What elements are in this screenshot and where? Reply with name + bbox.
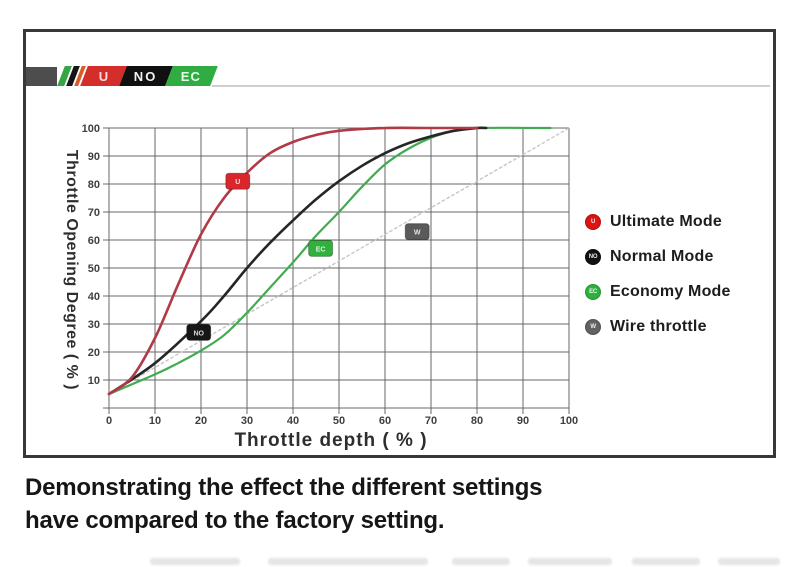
y-tick-label: 80: [88, 179, 100, 191]
x-axis-label: Throttle depth ( % ): [234, 430, 428, 451]
curve-wire-throttle: [108, 127, 570, 395]
y-tick-label: 100: [82, 123, 100, 135]
curve-badge-ec: EC: [308, 239, 334, 257]
y-tick-label: 50: [88, 263, 100, 275]
x-tick-label: 50: [333, 415, 345, 427]
caption-line-2: have compared to the factory setting.: [25, 507, 445, 534]
logo-rule-line: [212, 85, 770, 87]
x-tick-label: 20: [195, 415, 207, 427]
x-tick-label: 100: [560, 415, 578, 427]
y-tick-label: 90: [88, 151, 100, 163]
chart-legend: U Ultimate Mode NO Normal Mode EC Econom…: [585, 210, 731, 339]
curve-economy-mode: [107, 126, 552, 396]
x-tick-label: 30: [241, 415, 253, 427]
x-tick-label: 80: [471, 415, 483, 427]
legend-item-normal: NO Normal Mode: [585, 245, 731, 269]
legend-item-economy: EC Economy Mode: [585, 280, 731, 304]
y-axis-label: Throttle Opening Degree ( % ): [63, 149, 80, 391]
legend-label-normal: Normal Mode: [610, 248, 714, 265]
x-tick-label: 10: [149, 415, 161, 427]
y-tick-label: 30: [88, 319, 100, 331]
y-tick-label: 60: [88, 235, 100, 247]
x-tick-label: 40: [287, 415, 299, 427]
normal-mode-icon: NO: [585, 249, 601, 265]
cutoff-text-artifact: [0, 556, 800, 567]
caption-line-1: Demonstrating the effect the different s…: [25, 474, 543, 501]
y-tick-label: 10: [88, 375, 100, 387]
legend-label-wire: Wire throttle: [610, 318, 707, 335]
wire-throttle-icon: W: [585, 319, 601, 335]
chart-panel: [23, 29, 776, 458]
figure-caption: Demonstrating the effect the different s…: [25, 471, 543, 537]
legend-label-ultimate: Ultimate Mode: [610, 213, 722, 230]
economy-mode-icon: EC: [585, 284, 601, 300]
svg-text:W: W: [414, 230, 421, 237]
curve-normal-mode: [107, 126, 488, 396]
legend-item-ultimate: U Ultimate Mode: [585, 210, 731, 234]
x-tick-label: 90: [517, 415, 529, 427]
curve-badge-u: U: [225, 172, 251, 190]
x-tick-label: 70: [425, 415, 437, 427]
legend-item-wire: W Wire throttle: [585, 315, 731, 339]
curve-badge-no: NO: [186, 323, 212, 341]
svg-text:EC: EC: [316, 246, 326, 253]
logo-gray-bar: [26, 67, 57, 86]
x-tick-label: 0: [106, 415, 112, 427]
curve-badge-w: W: [404, 223, 430, 241]
grid: [103, 127, 570, 414]
y-tick-label: 40: [88, 291, 100, 303]
svg-text:NO: NO: [193, 330, 204, 337]
ultimate-mode-icon: U: [585, 214, 601, 230]
svg-text:U: U: [235, 179, 240, 186]
y-tick-label: 20: [88, 347, 100, 359]
x-tick-label: 60: [379, 415, 391, 427]
legend-label-economy: Economy Mode: [610, 283, 731, 300]
tick-labels: 0 10 20 30 40 50 60 70 80 90 100 10 20 30 40 50 60 70 80 90…: [82, 123, 579, 427]
y-tick-label: 70: [88, 207, 100, 219]
curve-ultimate-mode: [107, 126, 479, 396]
